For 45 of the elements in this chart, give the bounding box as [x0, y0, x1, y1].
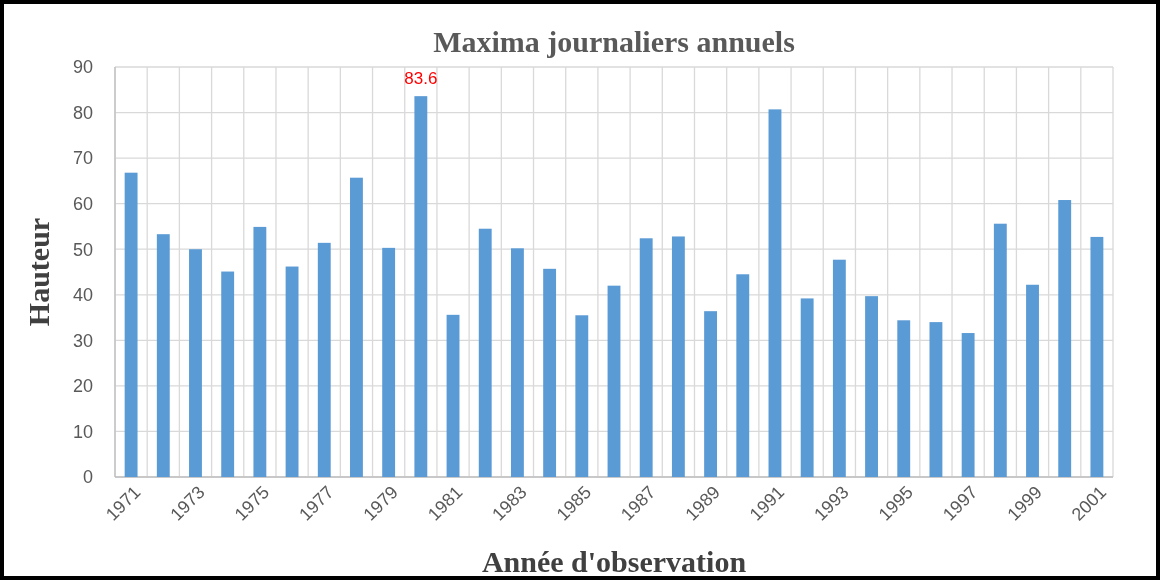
- bar: [124, 172, 138, 477]
- bar: [414, 96, 428, 477]
- bar: [317, 242, 331, 477]
- bar: [704, 311, 718, 477]
- bar: [221, 271, 235, 477]
- bar: [382, 247, 396, 477]
- bar: [285, 266, 299, 477]
- bar: [1026, 284, 1039, 477]
- y-tick-label: 60: [72, 193, 93, 214]
- y-axis-title: Hauteur: [22, 217, 55, 327]
- bar: [993, 223, 1007, 477]
- bar: [897, 320, 911, 477]
- y-tick-label: 50: [72, 239, 93, 260]
- bar: [639, 238, 653, 477]
- data-label: 83.6: [404, 69, 438, 89]
- bar: [1058, 200, 1072, 477]
- y-tick-label: 70: [72, 148, 93, 169]
- bar: [446, 314, 460, 477]
- bar: [253, 226, 267, 477]
- bar: [1090, 236, 1104, 477]
- bar: [929, 322, 943, 477]
- y-tick-label: 0: [82, 467, 93, 488]
- bar: [607, 285, 621, 477]
- bar: [961, 333, 975, 477]
- bar: [575, 315, 589, 477]
- y-tick-label: 30: [72, 330, 93, 351]
- y-tick-label: 40: [72, 285, 93, 306]
- y-tick-label: 90: [72, 57, 93, 78]
- bar: [189, 249, 202, 477]
- bar: [736, 274, 750, 477]
- bar: [510, 248, 524, 477]
- y-tick-label: 20: [72, 376, 93, 397]
- bar: [350, 177, 363, 477]
- bar: [478, 228, 492, 477]
- bar: [156, 234, 170, 477]
- bar: [543, 268, 557, 477]
- chart-title: Maxima journaliers annuels: [433, 25, 795, 58]
- x-axis-title: Année d'observation: [481, 545, 747, 578]
- bar: [832, 259, 846, 477]
- y-tick-label: 80: [72, 102, 93, 123]
- bar: [865, 296, 878, 477]
- bar: [671, 236, 685, 477]
- bar: [800, 298, 814, 477]
- bar: [768, 109, 782, 477]
- y-tick-label: 10: [72, 421, 93, 442]
